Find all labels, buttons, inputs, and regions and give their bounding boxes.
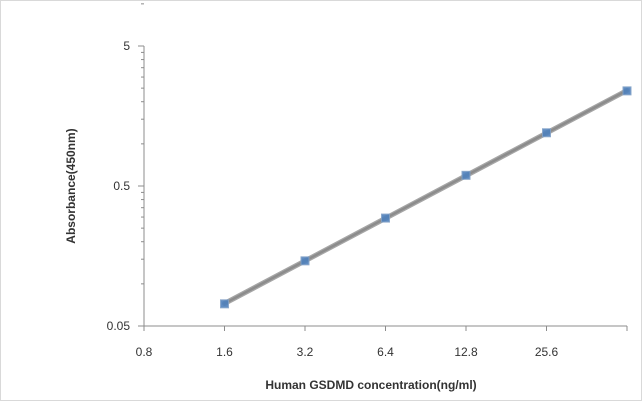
data-point: [542, 128, 551, 138]
data-points: [220, 86, 632, 309]
data-point: [381, 213, 390, 223]
trendline-layer: [222, 87, 630, 307]
y-tick-label: 0.5: [113, 179, 130, 193]
y-tick-label: 5: [123, 39, 130, 53]
x-tick-label: 0.8: [136, 345, 153, 359]
y-tick-label: 0.05: [107, 319, 131, 333]
axes: [138, 3, 628, 331]
tick-labels: 5 0.5 0.05 0.8 1.6 3.2 6.4 12.8 25.6: [107, 39, 559, 359]
data-point: [220, 299, 229, 309]
x-tick-label: 25.6: [535, 345, 559, 359]
y-axis-title: Absorbance(450nm): [64, 128, 78, 243]
x-tick-label: 12.8: [454, 345, 478, 359]
x-tick-label: 1.6: [216, 345, 233, 359]
data-point: [461, 170, 471, 180]
trendline: [223, 89, 629, 305]
data-point: [622, 86, 632, 96]
x-tick-label: 3.2: [297, 345, 314, 359]
x-tick-label: 6.4: [377, 345, 394, 359]
x-axis-title: Human GSDMD concentration(ng/ml): [265, 378, 476, 392]
data-point: [300, 256, 310, 266]
